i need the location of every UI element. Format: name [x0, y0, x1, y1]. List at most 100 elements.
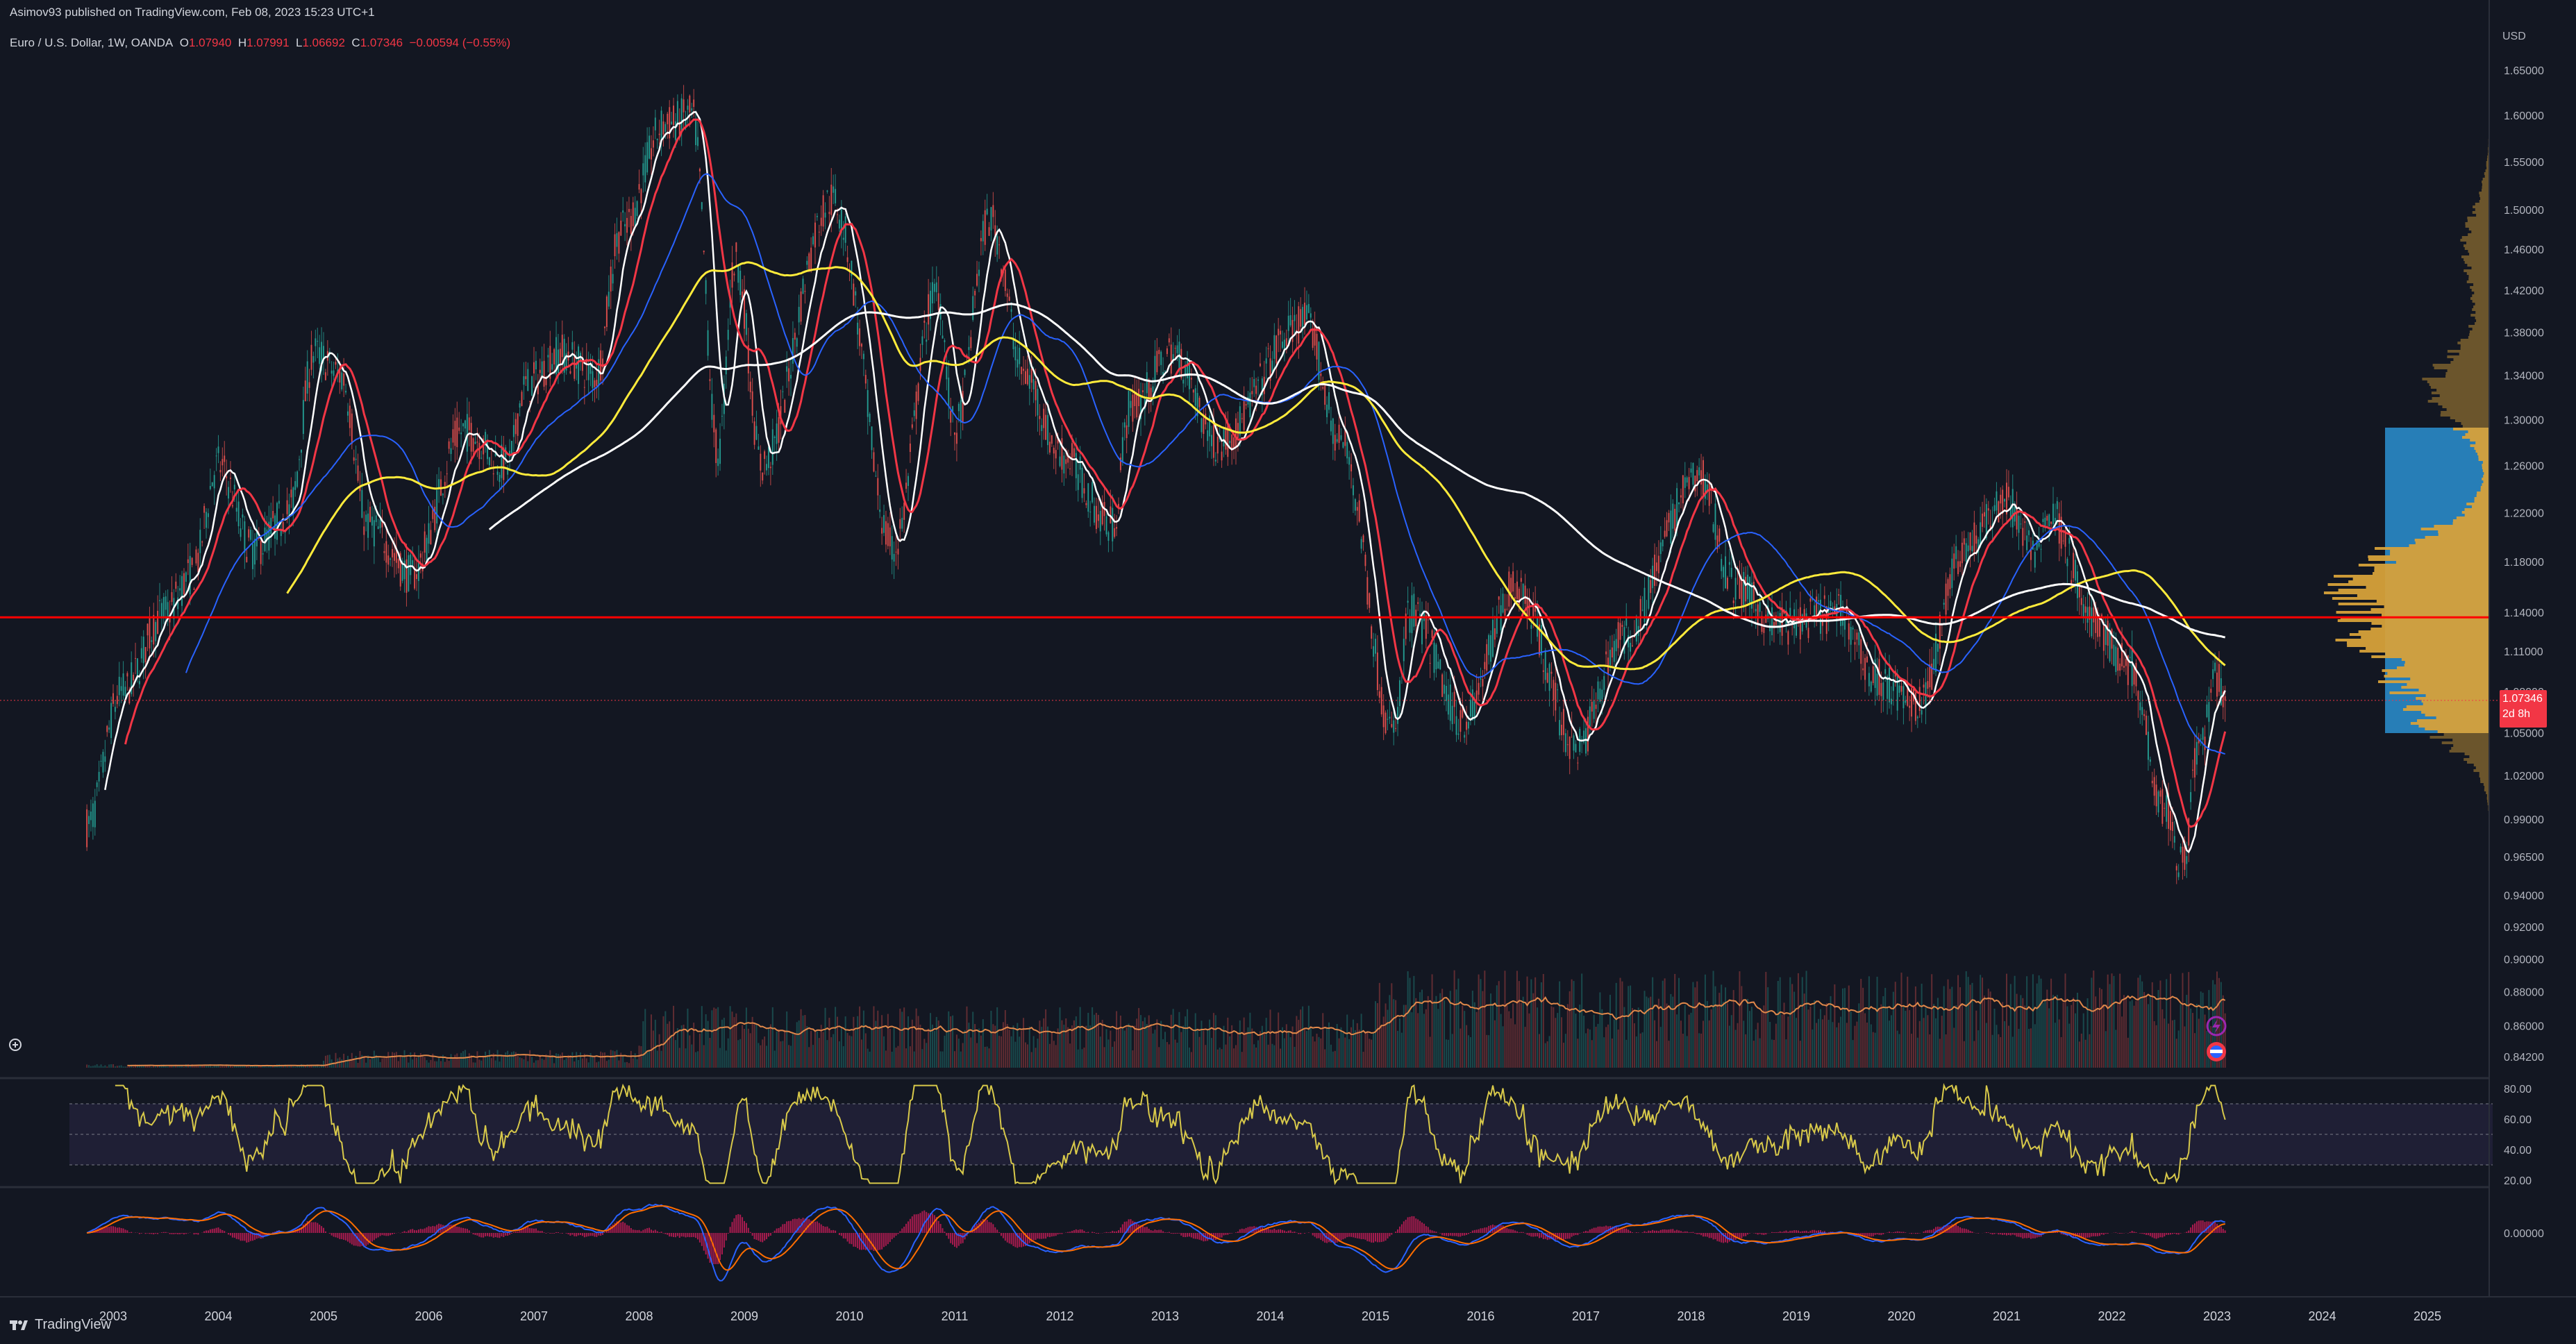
candle-body	[1150, 387, 1152, 399]
candle-body	[179, 588, 181, 591]
macd-hist-bar	[1304, 1233, 1306, 1234]
candle-body	[1032, 379, 1035, 389]
candle-body	[753, 421, 755, 445]
candle-body	[278, 501, 280, 504]
macd-hist-bar	[649, 1227, 651, 1233]
volume-bar	[855, 1030, 857, 1068]
candle-body	[1227, 423, 1229, 457]
candle-body	[209, 485, 211, 489]
macd-hist-bar	[891, 1233, 893, 1240]
macd-hist-bar	[242, 1233, 244, 1241]
volume-bar	[1953, 1027, 1955, 1068]
candle-body	[731, 262, 733, 288]
macd-hist-bar	[1748, 1233, 1750, 1234]
candle-body	[1273, 335, 1276, 359]
x-tick-label: 2025	[2414, 1309, 2441, 1323]
flag-icon[interactable]	[2207, 1042, 2226, 1061]
macd-hist-bar	[824, 1227, 826, 1233]
x-tick-label: 2006	[415, 1309, 442, 1323]
volume-bar	[1882, 996, 1884, 1068]
candle-body	[1371, 626, 1373, 639]
vp-bin	[2464, 261, 2489, 264]
volume-bar	[1083, 1048, 1085, 1068]
macd-hist-bar	[917, 1213, 919, 1233]
volume-bar	[1949, 989, 1951, 1068]
macd-hist-bar	[589, 1233, 592, 1236]
alert-icon[interactable]	[2206, 1016, 2227, 1036]
volume-bar	[1063, 1025, 1065, 1068]
volume-bar	[547, 1056, 549, 1068]
macd-hist-bar	[737, 1213, 739, 1233]
macd-hist-bar	[1097, 1233, 1099, 1234]
volume-bar	[671, 1034, 673, 1068]
volume-bar	[788, 1045, 790, 1068]
macd-hist-bar	[992, 1224, 994, 1233]
macd-hist-bar	[165, 1232, 167, 1233]
candle-body	[512, 425, 515, 437]
candle-body	[300, 449, 302, 453]
symbol-legend[interactable]: Euro / U.S. Dollar, 1W, OANDA O1.07940 H…	[10, 36, 510, 50]
volume-bar	[1889, 1020, 1891, 1068]
macd-hist-bar	[721, 1233, 723, 1254]
ruler-icon[interactable]	[9, 1039, 22, 1051]
candle-body	[742, 291, 744, 298]
volume-bar	[1225, 1044, 1227, 1068]
macd-hist-bar	[909, 1218, 911, 1233]
volume-bar	[197, 1065, 199, 1068]
vp-bin	[2368, 555, 2489, 558]
candle-body	[662, 121, 664, 135]
vp-bin	[2453, 428, 2489, 430]
macd-hist-bar	[488, 1233, 490, 1237]
vp-bin	[2482, 180, 2489, 183]
volume-bar	[112, 1064, 114, 1068]
volume-bar	[891, 1051, 893, 1068]
macd-hist-bar	[669, 1233, 671, 1237]
publish-header: Asimov93 published on TradingView.com, F…	[10, 6, 375, 19]
macd-hist-bar	[253, 1233, 256, 1241]
volume-bar	[994, 1025, 996, 1068]
volume-bar	[911, 1019, 913, 1068]
candle-body	[1085, 503, 1087, 505]
volume-bar	[1662, 980, 1664, 1068]
macd-hist-bar	[2030, 1233, 2032, 1239]
volume-bar	[1830, 996, 1832, 1068]
volume-bar	[1105, 1029, 1107, 1068]
volume-bar	[790, 1045, 792, 1068]
macd-hist-bar	[913, 1214, 915, 1233]
macd-hist-bar	[957, 1233, 960, 1246]
candle-body	[1569, 737, 1571, 759]
candle-body	[169, 617, 171, 623]
volume-bar	[1793, 991, 1796, 1068]
volume-bar	[128, 1065, 131, 1068]
brand-footer[interactable]: TradingView	[10, 1317, 111, 1333]
candle-body	[1387, 719, 1389, 720]
candle-body	[968, 346, 970, 351]
vp-bin	[2460, 347, 2489, 350]
macd-hist-bar	[1455, 1233, 1457, 1236]
volume-bar	[2050, 978, 2052, 1068]
volume-bar	[923, 1039, 926, 1068]
volume-bar	[414, 1052, 416, 1068]
rsi-tick-label: 60.00	[2504, 1114, 2532, 1126]
candle-body	[990, 207, 992, 230]
volume-bar	[1498, 981, 1500, 1068]
vp-bin	[2390, 550, 2489, 553]
candle-body	[2139, 702, 2141, 711]
candle-body	[630, 216, 632, 235]
vp-bin	[2441, 741, 2489, 744]
candle-body	[1621, 625, 1623, 627]
macd-hist-bar	[2026, 1233, 2028, 1238]
macd-hist-bar	[131, 1232, 133, 1233]
macd-hist-bar	[363, 1233, 365, 1248]
candle-body	[773, 437, 776, 438]
volume-bar	[1534, 977, 1537, 1068]
volume-bar	[851, 1036, 853, 1068]
volume-bar	[931, 1024, 933, 1068]
volume-bar	[160, 1066, 162, 1068]
macd-hist-bar	[2100, 1233, 2102, 1235]
volume-bar	[1791, 984, 1793, 1068]
macd-hist-bar	[405, 1232, 408, 1233]
macd-hist-bar	[1914, 1233, 1916, 1234]
macd-signal-line	[86, 1204, 2225, 1271]
